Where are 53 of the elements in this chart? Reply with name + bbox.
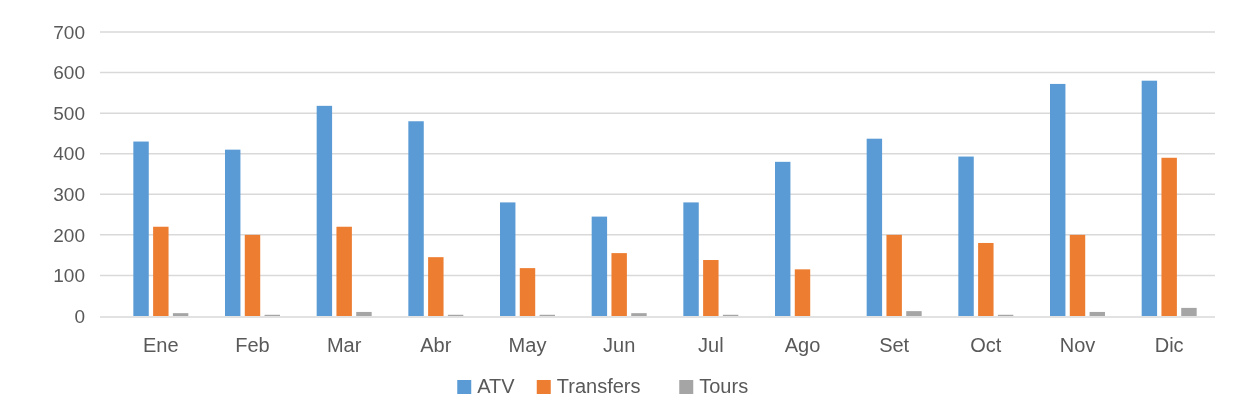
x-tick-label: Ene [143,334,179,356]
x-tick-label: Abr [420,334,452,356]
bar [408,121,424,316]
x-tick-label: Oct [970,334,1002,356]
x-tick-label: Jul [698,334,724,356]
bar [356,311,372,316]
bar [244,234,261,316]
y-tick-label: 500 [53,102,85,124]
bar [591,216,608,316]
bar [683,202,699,316]
bar [225,149,241,316]
bar [866,138,883,316]
bar [611,253,627,316]
x-tick-label: Ago [784,334,821,356]
bar [500,202,516,316]
bar [978,242,994,316]
bar [428,257,444,316]
bar [794,269,811,316]
bar [631,313,647,316]
legend-label: Transfers [556,375,641,397]
bar [906,311,922,316]
bar [1089,311,1105,316]
x-tick-label: Mar [326,334,362,356]
bar [133,141,149,316]
x-tick-label: Jun [603,334,636,356]
y-tick-label: 100 [53,265,85,287]
x-tick-label: Dic [1154,334,1184,356]
y-tick-label: 200 [53,224,85,246]
bar [1181,307,1197,316]
bar [958,156,974,316]
bar [1069,234,1086,316]
y-tick-label: 600 [53,62,85,84]
bar [1141,80,1158,316]
y-tick-label: 300 [53,183,85,205]
bar [519,268,536,316]
x-tick-label: Nov [1059,334,1096,356]
bar [775,161,791,316]
y-tick-label: 0 [74,305,85,327]
bar [1050,83,1066,316]
y-tick-label: 400 [53,143,85,165]
y-tick-label: 700 [53,21,85,43]
legend-label: ATV [477,375,516,397]
x-tick-label: Feb [235,334,270,356]
bar [153,226,169,316]
bar [172,313,189,316]
bar [1161,157,1177,316]
bar [316,105,333,316]
x-tick-label: Set [879,334,910,356]
x-tick-label: May [508,334,547,356]
bar [886,234,902,316]
legend-label: Tours [699,375,749,397]
bar [336,226,352,316]
bar [703,260,719,316]
